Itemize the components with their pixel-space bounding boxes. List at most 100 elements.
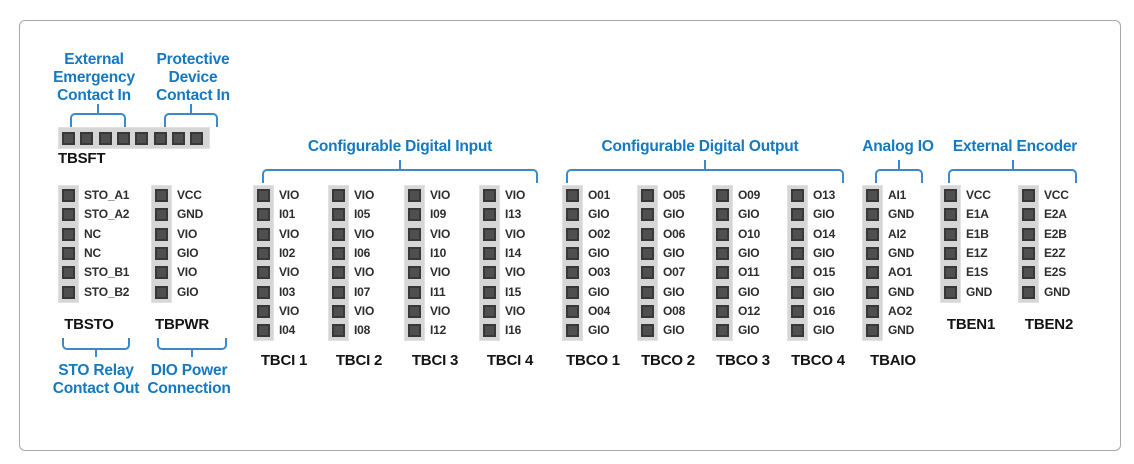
- terminal-pin: [641, 304, 654, 318]
- bracket-analog-io: [875, 160, 923, 183]
- pin-label: GIO: [588, 323, 610, 338]
- terminal-pin: [155, 208, 168, 222]
- annotation-line: Emergency: [53, 69, 135, 86]
- pin-label: GND: [888, 323, 915, 338]
- pin-label: VIO: [505, 226, 526, 241]
- terminal-strip: [862, 185, 883, 342]
- pin-label: GIO: [588, 207, 610, 222]
- terminal-pin: [791, 189, 804, 202]
- pin-label: O07: [663, 265, 686, 280]
- terminal-pin: [332, 246, 345, 260]
- pin-label: O15: [813, 265, 836, 280]
- terminal-pin: [716, 304, 729, 318]
- section-title-analog-io: Analog IO: [862, 138, 934, 155]
- annotation-line: DIO Power: [150, 362, 228, 379]
- pin-label: VIO: [279, 303, 300, 318]
- terminal-pin: [332, 227, 345, 241]
- pin-label: I03: [279, 284, 296, 299]
- tbsft-pin: [135, 131, 149, 145]
- pin-label: VIO: [430, 226, 451, 241]
- terminal-pin: [716, 189, 729, 202]
- pin-label: GIO: [663, 284, 685, 299]
- terminal-block-label: TBCI 2: [335, 352, 383, 369]
- terminal-pin: [155, 189, 168, 202]
- pin-label: O14: [813, 226, 836, 241]
- terminal-pin: [483, 285, 496, 299]
- terminal-pin: [332, 304, 345, 318]
- terminal-pin: [566, 208, 579, 222]
- pin-label: GIO: [663, 323, 685, 338]
- tbsft-terminal-strip: [58, 127, 210, 149]
- annotation-protective-device: Protective Device Contact In: [133, 51, 253, 105]
- terminal-pin: [944, 246, 957, 260]
- annotation-external-emergency: External Emergency Contact In: [34, 51, 154, 105]
- pin-label: O06: [663, 226, 686, 241]
- section-title-digital-input: Configurable Digital Input: [307, 138, 493, 155]
- terminal-pin: [641, 285, 654, 299]
- terminal-pin: [566, 285, 579, 299]
- terminal-pin: [641, 266, 654, 280]
- terminal-pin: [866, 227, 879, 241]
- terminal-pin: [155, 246, 168, 260]
- pin-label: STO_B2: [84, 284, 130, 299]
- pin-label: I09: [430, 207, 447, 222]
- pin-label: NC: [84, 226, 101, 241]
- terminal-pin: [62, 285, 75, 299]
- pin-label: VIO: [430, 188, 451, 202]
- pin-label: E1A: [966, 207, 989, 222]
- pin-label: GIO: [663, 245, 685, 260]
- pin-label: GIO: [738, 284, 760, 299]
- pin-label: GIO: [738, 245, 760, 260]
- pin-label: VIO: [177, 226, 198, 241]
- terminal-pin: [791, 304, 804, 318]
- terminal-strip: [253, 185, 274, 342]
- terminal-block-label: TBCO 2: [641, 352, 695, 369]
- annotation-line: Connection: [147, 380, 231, 397]
- pin-label: AI2: [888, 226, 907, 241]
- pin-label: GIO: [588, 284, 610, 299]
- terminal-pin: [944, 189, 957, 202]
- pin-label: VIO: [505, 303, 526, 318]
- terminal-pin: [641, 208, 654, 222]
- annotation-dio-power: DIO Power Connection: [129, 362, 249, 398]
- terminal-block-label: TBCI 4: [486, 352, 534, 369]
- terminal-pin: [257, 208, 270, 222]
- terminal-pin: [257, 324, 270, 338]
- pin-label: GIO: [588, 245, 610, 260]
- pin-label: VIO: [354, 265, 375, 280]
- terminal-pin: [791, 266, 804, 280]
- pin-label: GIO: [813, 323, 835, 338]
- annotation-line: Contact In: [156, 87, 230, 104]
- pin-label: VIO: [505, 265, 526, 280]
- pin-label: I13: [505, 207, 522, 222]
- terminal-pin: [866, 189, 879, 202]
- pin-label: VCC: [177, 188, 202, 202]
- terminal-strip: [404, 185, 425, 342]
- terminal-pin: [866, 304, 879, 318]
- pin-label: O11: [738, 265, 760, 280]
- tbsft-pin: [98, 131, 112, 145]
- terminal-pin: [791, 324, 804, 338]
- terminal-pin: [716, 324, 729, 338]
- terminal-pin: [483, 189, 496, 202]
- tbsft-label: TBSFT: [58, 150, 106, 167]
- terminal-pin: [866, 246, 879, 260]
- terminal-pin: [483, 208, 496, 222]
- tbsft-pin: [116, 131, 130, 145]
- terminal-pin: [332, 285, 345, 299]
- pin-label: AI1: [888, 188, 907, 202]
- pin-label: I06: [354, 245, 371, 260]
- tbsft-pin: [171, 131, 185, 145]
- pin-label: O08: [663, 303, 686, 318]
- terminal-pin: [62, 208, 75, 222]
- terminal-pin: [332, 189, 345, 202]
- terminal-pin: [257, 227, 270, 241]
- pin-label: VIO: [279, 265, 300, 280]
- terminal-pin: [566, 246, 579, 260]
- pin-label: VIO: [177, 265, 198, 280]
- pin-label: GND: [888, 245, 915, 260]
- terminal-pin: [257, 285, 270, 299]
- terminal-pin: [408, 189, 421, 202]
- terminal-block-label: TBAIO: [870, 352, 916, 369]
